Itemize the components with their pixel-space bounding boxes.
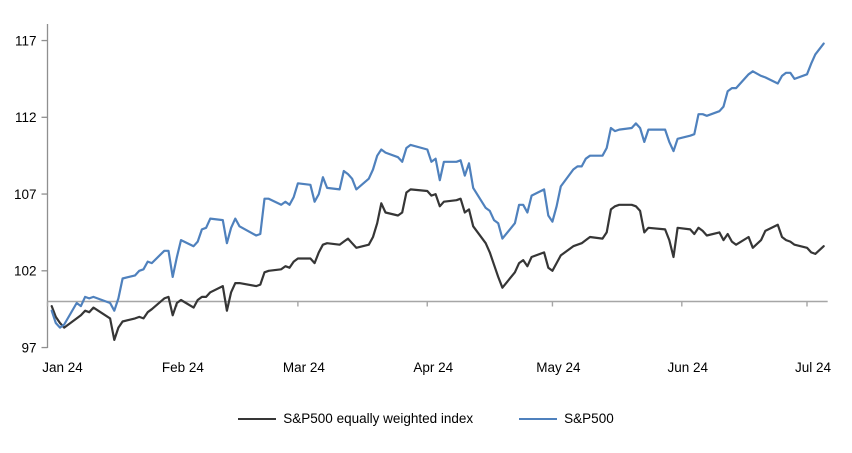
legend-item-sp500-equal-weight: S&P500 equally weighted index [238, 411, 473, 426]
y-axis-tick-label: 102 [14, 264, 37, 279]
y-axis-tick-label: 117 [15, 33, 37, 48]
legend-line-swatch-equal-weight [238, 417, 277, 420]
series-line-sp500 [50, 42, 825, 329]
y-axis-tick-label: 97 [21, 340, 36, 355]
x-axis-tick-label: Feb 24 [162, 360, 205, 375]
x-axis-tick-label: Mar 24 [283, 360, 326, 375]
series-line-sp500-equal-weight [50, 188, 825, 341]
y-axis-tick-label: 107 [14, 187, 37, 202]
x-axis-tick-label: Jan 24 [42, 360, 83, 375]
x-axis-tick-label: Jul 24 [795, 360, 832, 375]
x-axis-tick-label: Jun 24 [668, 360, 709, 375]
x-axis-tick-label: May 24 [536, 360, 581, 375]
x-axis-tick-label: Apr 24 [413, 360, 453, 375]
legend-line-swatch-sp500 [519, 417, 558, 420]
y-axis-tick-label: 112 [15, 110, 37, 125]
legend-label-equal-weight: S&P500 equally weighted index [283, 411, 474, 426]
legend-label-sp500: S&P500 [564, 411, 614, 426]
legend-item-sp500: S&P500 [519, 411, 614, 426]
legend: S&P500 equally weighted index S&P500 [0, 411, 852, 426]
